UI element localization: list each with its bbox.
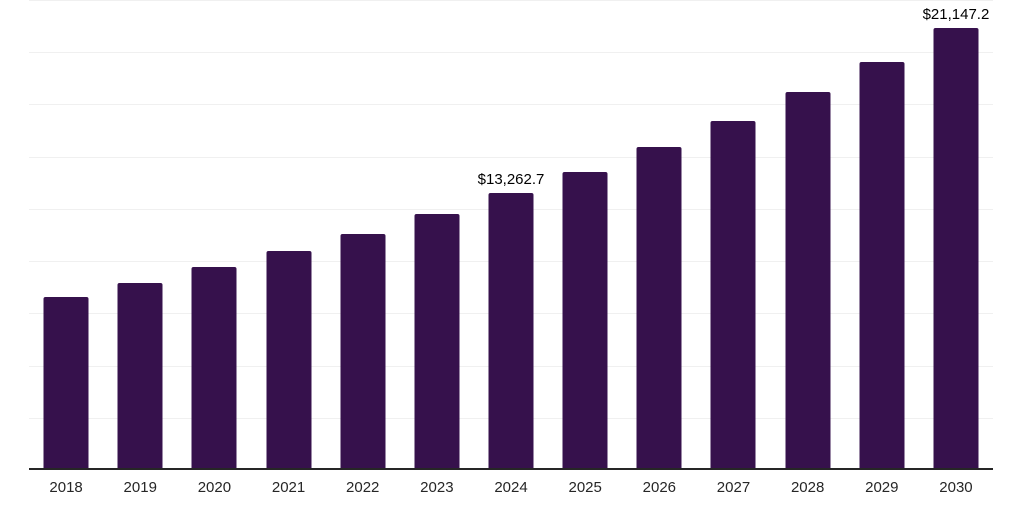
x-tick-2023: 2023 [420,479,454,496]
x-tick-2020: 2020 [197,479,232,496]
x-tick-2025: 2025 [568,479,602,496]
x-tick-2019: 2019 [123,479,157,496]
bar-column-2019 [103,0,177,470]
bar-2024 [488,193,534,470]
bar-2019 [117,283,163,470]
x-tick-2021: 2021 [271,479,306,496]
plot-area: $13,262.7 $21,147.2 [29,0,993,470]
bar-column-2020 [177,0,251,470]
bar-column-2028 [771,0,845,470]
bar-2022 [340,234,386,470]
gridline [29,0,993,1]
bar-column-2029 [845,0,919,470]
bar-value-label-2024: $13,262.7 [477,171,545,188]
x-tick-2029: 2029 [865,479,899,496]
bar-value-label-2030: $21,147.2 [922,6,990,24]
gridline [29,52,993,54]
bar-column-2018 [29,0,103,470]
x-tick-2027: 2027 [716,479,751,496]
bar-2020 [191,267,237,470]
bar-column-2025 [548,0,622,470]
gridline [29,104,993,106]
bar-column-2026 [622,0,696,470]
bar-column-2021 [251,0,325,470]
x-tick-2030: 2030 [939,479,973,496]
x-axis-labels: 2018 2019 2020 2021 2022 2023 2024 2025 2026 2027… [29,477,993,498]
bar-column-2024: $13,262.7 [474,0,548,470]
bar-2028 [785,91,831,470]
bar-2025 [562,171,608,470]
bar-2023 [414,213,460,470]
x-tick-2018: 2018 [49,479,83,496]
bar-2026 [636,147,682,470]
bars-container: $13,262.7 $21,147.2 [29,0,993,470]
x-tick-2024: 2024 [494,479,528,496]
x-axis-line [29,468,993,470]
bar-column-2030: $21,147.2 [919,0,993,470]
bar-2027 [710,120,756,470]
bar-column-2027 [696,0,770,470]
bar-2030 [933,28,979,470]
x-tick-2022: 2022 [346,479,380,496]
bar-2029 [859,62,905,470]
x-tick-2028: 2028 [790,479,825,496]
bar-2021 [266,251,312,470]
x-tick-2026: 2026 [642,479,677,496]
bar-column-2023 [400,0,474,470]
bar-column-2022 [326,0,400,470]
gridline [29,156,993,158]
bar-2018 [43,296,89,470]
